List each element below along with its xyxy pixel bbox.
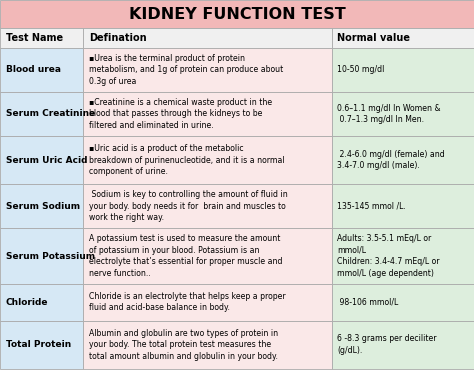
Text: Total Protein: Total Protein	[6, 340, 71, 349]
Text: KIDNEY FUNCTION TEST: KIDNEY FUNCTION TEST	[128, 7, 346, 21]
Text: Adults: 3.5-5.1 mEq/L or
mmol/L
Children: 3.4-4.7 mEq/L or
mmol/L (age dependent: Adults: 3.5-5.1 mEq/L or mmol/L Children…	[337, 234, 440, 278]
Text: Albumin and globulin are two types of protein in
your body. The total protein te: Albumin and globulin are two types of pr…	[89, 328, 278, 361]
Text: Serum Creatinine: Serum Creatinine	[6, 110, 95, 118]
Text: 2.4-6.0 mg/dl (female) and
3.4-7.0 mg/dl (male).: 2.4-6.0 mg/dl (female) and 3.4-7.0 mg/dl…	[337, 150, 445, 170]
Bar	[0, 0, 474, 28]
Text: Chloride is an electrolyte that helps keep a proper
fluid and acid-base balance : Chloride is an electrolyte that helps ke…	[89, 292, 285, 312]
Text: 10-50 mg/dl: 10-50 mg/dl	[337, 65, 385, 74]
Text: Test Name: Test Name	[6, 33, 63, 43]
Bar	[0, 228, 83, 284]
Bar	[83, 184, 332, 228]
Text: Defination: Defination	[89, 33, 146, 43]
Text: Normal value: Normal value	[337, 33, 410, 43]
Text: Chloride: Chloride	[6, 298, 48, 307]
Bar	[0, 28, 83, 48]
Text: Serum Uric Acid: Serum Uric Acid	[6, 156, 87, 165]
Bar	[0, 321, 83, 369]
Bar	[83, 48, 332, 92]
Bar	[332, 28, 474, 48]
Bar	[0, 284, 83, 321]
Bar	[83, 92, 332, 136]
Bar	[332, 184, 474, 228]
Text: Blood urea: Blood urea	[6, 65, 61, 74]
Text: A potassium test is used to measure the amount
of potassium in your blood. Potas: A potassium test is used to measure the …	[89, 234, 282, 278]
Text: 135-145 mmol /L.: 135-145 mmol /L.	[337, 202, 406, 211]
Bar	[83, 284, 332, 321]
Bar	[0, 92, 83, 136]
Bar	[83, 28, 332, 48]
Bar	[83, 321, 332, 369]
Text: ▪Uric acid is a product of the metabolic
breakdown of purinenucleotide, and it i: ▪Uric acid is a product of the metabolic…	[89, 144, 284, 176]
Bar	[0, 136, 83, 184]
Text: 98-106 mmol/L: 98-106 mmol/L	[337, 298, 399, 307]
Bar	[83, 228, 332, 284]
Text: 6 -8.3 grams per deciliter
(g/dL).: 6 -8.3 grams per deciliter (g/dL).	[337, 334, 437, 355]
Text: Sodium is key to controlling the amount of fluid in
your body. body needs it for: Sodium is key to controlling the amount …	[89, 190, 287, 222]
Text: Serum Sodium: Serum Sodium	[6, 202, 80, 211]
Bar	[332, 92, 474, 136]
Bar	[332, 228, 474, 284]
Bar	[332, 284, 474, 321]
Text: Serum Potassium: Serum Potassium	[6, 252, 95, 261]
Bar	[332, 48, 474, 92]
Text: 0.6–1.1 mg/dl In Women &
 0.7–1.3 mg/dl In Men.: 0.6–1.1 mg/dl In Women & 0.7–1.3 mg/dl I…	[337, 104, 441, 124]
Bar	[332, 321, 474, 369]
Bar	[0, 48, 83, 92]
Text: ▪Creatinine is a chemical waste product in the
blood that passes through the kid: ▪Creatinine is a chemical waste product …	[89, 98, 272, 130]
Bar	[332, 136, 474, 184]
Bar	[83, 136, 332, 184]
Bar	[0, 184, 83, 228]
Text: ▪Urea is the terminal product of protein
metabolism, and 1g of protein can produ: ▪Urea is the terminal product of protein…	[89, 54, 283, 86]
